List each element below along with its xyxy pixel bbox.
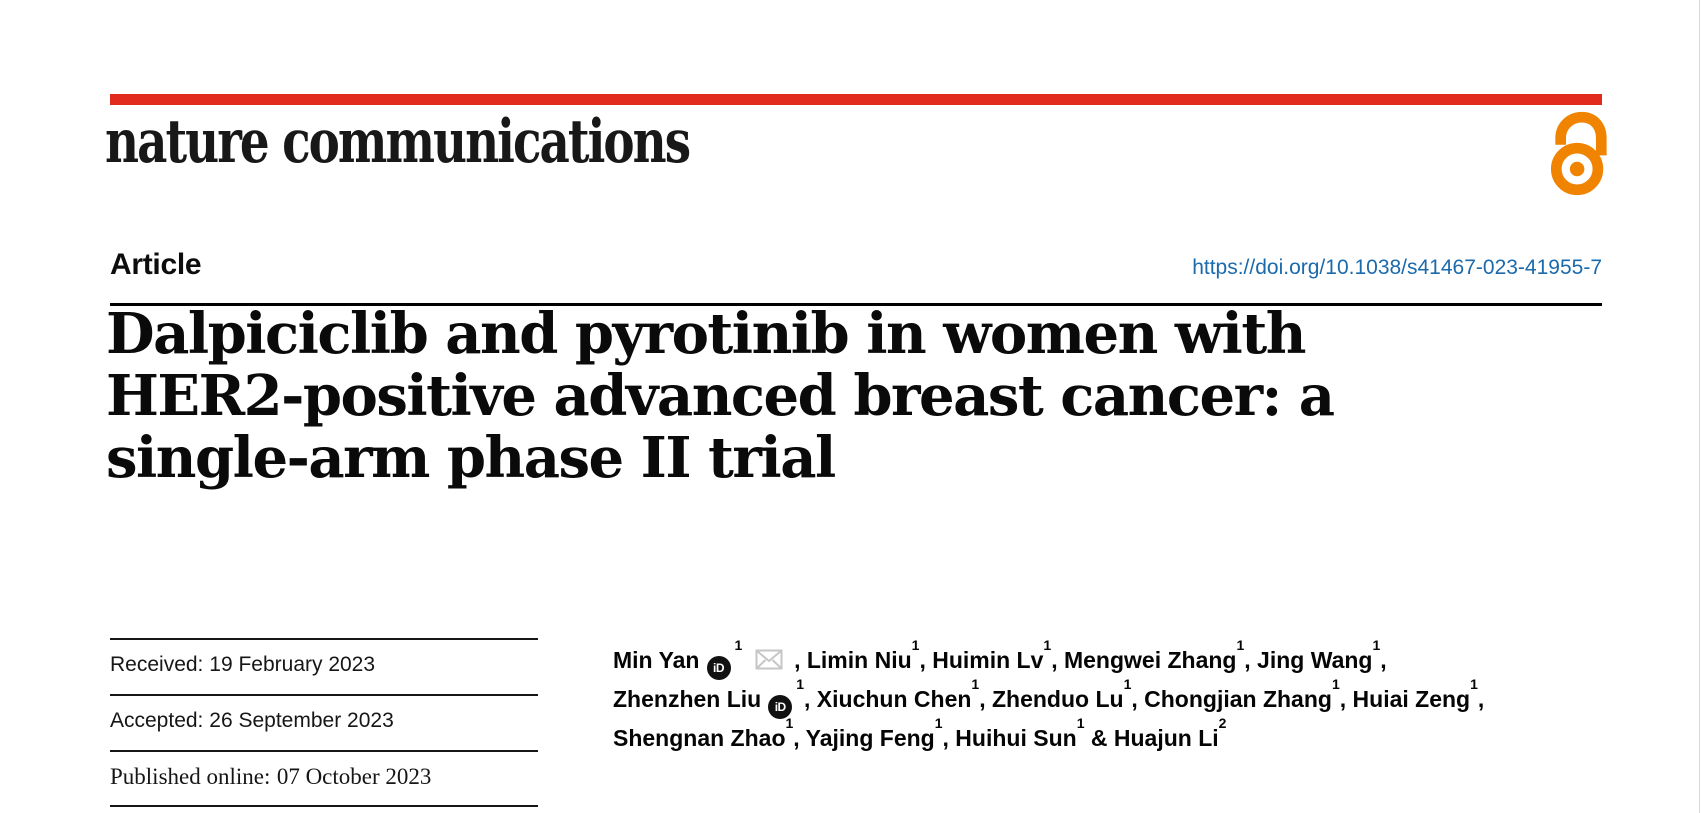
author-list: Min Yan iD1 , Limin Niu1, Huimin Lv1, Men… (613, 638, 1593, 758)
author-name: Min Yan (613, 647, 700, 673)
received-date-row: Received: 19 February 2023 (110, 638, 538, 694)
author-name: , Yajing Feng (793, 725, 935, 751)
author-line: Shengnan Zhao1, Yajing Feng1, Huihui Sun… (613, 716, 1593, 758)
doi-link[interactable]: https://doi.org/10.1038/s41467-023-41955… (1192, 256, 1602, 279)
author-name: , Zhenduo Lu (979, 686, 1124, 712)
affiliation-superscript: 1 (1123, 676, 1132, 693)
published-label: Published online: (110, 764, 271, 789)
author-name: Shengnan Zhao (613, 725, 786, 751)
orcid-icon[interactable]: iD (768, 695, 793, 719)
accepted-value: 26 September 2023 (209, 709, 394, 732)
author-name: , (1477, 686, 1485, 712)
affiliation-superscript: 1 (934, 715, 943, 732)
affiliation-superscript: 1 (911, 637, 920, 654)
author-name: Zhenzhen Liu (613, 686, 762, 712)
dates-table: Received: 19 February 2023 Accepted: 26 Se… (110, 638, 538, 807)
affiliation-superscript: 2 (1218, 715, 1227, 732)
affiliation-superscript: 1 (1236, 637, 1245, 654)
author-name: , Jing Wang (1244, 647, 1373, 673)
article-title: Dalpiciclib and pyrotinib in women with … (106, 301, 1335, 491)
page-edge-line (1699, 0, 1700, 813)
author-name: , Mengwei Zhang (1051, 647, 1237, 673)
author-line: Min Yan iD1 , Limin Niu1, Huimin Lv1, Men… (613, 638, 1593, 680)
accepted-date-row: Accepted: 26 September 2023 (110, 694, 538, 750)
affiliation-superscript: 1 (734, 637, 743, 654)
affiliation-superscript: 1 (971, 676, 980, 693)
header-divider-rule (110, 303, 1602, 306)
brand-accent-bar (110, 94, 1602, 105)
author-name: , Huihui Sun (942, 725, 1077, 751)
affiliation-superscript: 1 (785, 715, 794, 732)
journal-logo: nature communications (105, 107, 691, 177)
envelope-icon[interactable] (755, 649, 783, 670)
title-line-3: single-arm phase II trial (106, 425, 836, 491)
published-date-row: Published online: 07 October 2023 (110, 750, 538, 807)
affiliation-superscript: 1 (1470, 676, 1478, 693)
affiliation-superscript: 1 (1043, 637, 1052, 654)
affiliation-superscript: 1 (796, 676, 805, 693)
published-value: 07 October 2023 (276, 764, 432, 789)
received-value: 19 February 2023 (209, 653, 376, 676)
author-name: & Huajun Li (1084, 725, 1219, 751)
title-line-1: Dalpiciclib and pyrotinib in women with (106, 301, 1306, 367)
affiliation-superscript: 1 (1372, 637, 1381, 654)
author-name: , Huimin Lv (919, 647, 1044, 673)
author-line: Zhenzhen Liu iD1, Xiuchun Chen1, Zhenduo … (613, 677, 1593, 719)
accepted-label: Accepted: (110, 709, 204, 732)
article-type-label: Article (110, 248, 202, 281)
affiliation-superscript: 1 (1076, 715, 1085, 732)
author-name: , Xiuchun Chen (804, 686, 972, 712)
author-name: , (1380, 647, 1387, 673)
author-name: , Chongjian Zhang (1131, 686, 1332, 712)
author-name: , Huiai Zeng (1339, 686, 1471, 712)
author-name: , Limin Niu (794, 647, 912, 673)
orcid-icon[interactable]: iD (706, 656, 731, 680)
title-line-2: HER2-positive advanced breast cancer: a (106, 363, 1335, 429)
open-access-lock-icon (1550, 109, 1610, 198)
received-label: Received: (110, 653, 204, 676)
article-meta-row: Article https://doi.org/10.1038/s41467-0… (110, 248, 1602, 282)
affiliation-superscript: 1 (1331, 676, 1340, 693)
